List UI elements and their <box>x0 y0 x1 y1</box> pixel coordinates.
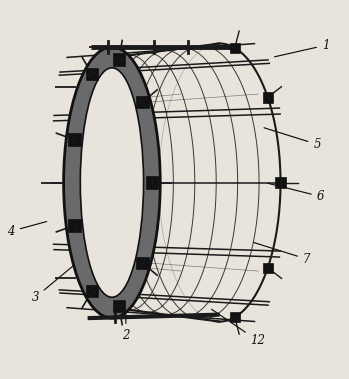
Polygon shape <box>230 43 240 53</box>
Polygon shape <box>262 92 273 103</box>
Polygon shape <box>230 312 240 323</box>
Polygon shape <box>146 176 158 189</box>
Polygon shape <box>113 299 125 312</box>
Polygon shape <box>86 285 98 297</box>
Polygon shape <box>136 96 149 108</box>
Polygon shape <box>113 53 125 66</box>
Ellipse shape <box>80 68 143 297</box>
Polygon shape <box>262 263 273 273</box>
Polygon shape <box>68 219 81 232</box>
Text: 4: 4 <box>7 221 47 238</box>
Text: 6: 6 <box>268 183 324 203</box>
Text: 3: 3 <box>32 264 75 304</box>
Text: 12: 12 <box>211 309 266 347</box>
Polygon shape <box>136 257 149 269</box>
Polygon shape <box>68 133 81 146</box>
Text: 1: 1 <box>275 39 329 57</box>
Text: 7: 7 <box>254 243 310 266</box>
Polygon shape <box>86 68 98 80</box>
Polygon shape <box>275 177 286 188</box>
Text: 2: 2 <box>122 304 129 342</box>
Text: 5: 5 <box>264 128 321 151</box>
Ellipse shape <box>64 47 160 318</box>
